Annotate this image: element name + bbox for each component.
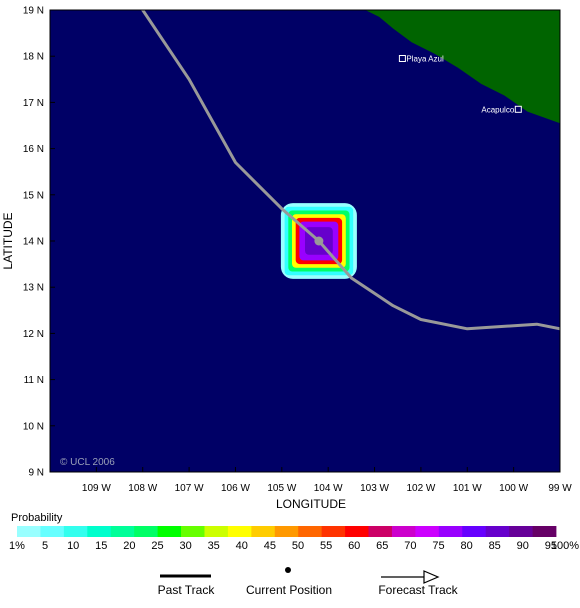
legend-tick-label: 5 — [42, 540, 48, 552]
legend-tick-label: 10 — [67, 540, 79, 552]
x-tick-label: 105 W — [267, 483, 296, 494]
legend-swatch — [345, 526, 369, 537]
legend-tick-label: 70 — [404, 540, 416, 552]
legend-swatch — [368, 526, 393, 537]
city-marker-icon — [514, 105, 522, 113]
y-tick-label: 15 N — [23, 190, 44, 201]
legend-swatch — [438, 526, 463, 537]
legend-tick-label: 40 — [236, 540, 248, 552]
legend-tick-label: 85 — [489, 540, 501, 552]
forecast-track-label: Forecast Track — [378, 583, 458, 597]
track-key: Past Track Current Position Forecast Tra… — [158, 567, 459, 597]
probability-tick-labels: 1% 5 10 15 20 25 30 35 40 45 50 55 60 65 70 75 80 85 90 951… — [9, 540, 579, 552]
city-label: Playa Azul — [406, 55, 444, 64]
y-tick-label: 11 N — [24, 375, 44, 386]
legend-swatch — [157, 526, 182, 537]
y-tick-label: 12 N — [23, 329, 44, 340]
legend-swatch — [532, 526, 557, 537]
x-tick-label: 102 W — [406, 483, 435, 494]
y-axis-title: LATITUDE — [1, 212, 15, 269]
y-tick-label: 16 N — [23, 144, 44, 155]
legend-swatch — [40, 526, 65, 537]
legend-swatch — [298, 526, 323, 537]
longitude-axis: 109 W 108 W 107 W 106 W 105 W 104 W 103 W 102 W… — [82, 467, 572, 494]
legend-tick-label: 30 — [179, 540, 191, 552]
legend-tick-label: 90 — [517, 540, 529, 552]
legend-swatch — [134, 526, 158, 537]
y-tick-label: 9 N — [28, 468, 44, 479]
current-position-label: Current Position — [246, 583, 332, 597]
y-tick-label: 14 N — [23, 237, 44, 248]
x-axis-title: LONGITUDE — [276, 497, 346, 511]
city-label: Acapulco — [481, 105, 514, 114]
legend-tick-label: 75 — [432, 540, 444, 552]
x-tick-label: 100 W — [499, 483, 528, 494]
past-track-label: Past Track — [158, 583, 216, 597]
legend-tick-label: 55 — [320, 540, 332, 552]
y-tick-label: 10 N — [23, 421, 44, 432]
legend-swatch — [181, 526, 205, 537]
y-tick-label: 19 N — [23, 6, 44, 17]
legend-tick-label: 80 — [460, 540, 472, 552]
map-plot-area: Playa Azul Acapulco © UCL 2006 — [50, 10, 560, 472]
legend-tick-label: 35 — [208, 540, 220, 552]
y-tick-label: 17 N — [23, 98, 44, 109]
legend-swatch — [415, 526, 440, 537]
legend-tick-label: 65 — [376, 540, 388, 552]
x-tick-label: 108 W — [128, 483, 157, 494]
legend-tick-label: 25 — [151, 540, 163, 552]
legend-swatch — [391, 526, 416, 537]
legend-tick-label: 45 — [264, 540, 276, 552]
x-tick-label: 109 W — [82, 483, 111, 494]
legend-tick-label: 95 — [545, 540, 557, 552]
legend-swatch — [509, 526, 533, 537]
x-tick-label: 107 W — [175, 483, 204, 494]
y-tick-label: 13 N — [23, 283, 44, 294]
x-tick-label: 103 W — [360, 483, 389, 494]
legend-tick-label: 20 — [123, 540, 135, 552]
legend-tick-label: 1% — [9, 540, 25, 552]
legend-swatch — [321, 526, 346, 537]
legend-title: Probability — [11, 512, 63, 524]
legend-swatch — [87, 526, 112, 537]
legend-swatch — [204, 526, 229, 537]
copyright-label: © UCL 2006 — [60, 457, 115, 468]
x-tick-label: 106 W — [221, 483, 250, 494]
city-marker-icon — [398, 55, 406, 62]
legend-swatch — [251, 526, 276, 537]
legend-swatch — [274, 526, 299, 537]
latitude-axis: 9 N 10 N 11 N 12 N 13 N 14 N 15 N 16 N 17 N 18 N 1… — [23, 6, 55, 479]
legend-tick-label: 50 — [292, 540, 304, 552]
x-tick-label: 99 W — [548, 483, 572, 494]
storm-track — [141, 10, 560, 331]
x-tick-label: 101 W — [453, 483, 482, 494]
x-tick-label: 104 W — [314, 483, 343, 494]
probability-color-bar — [17, 526, 557, 537]
legend-swatch — [462, 526, 487, 537]
y-tick-label: 18 N — [23, 52, 44, 63]
legend-tick-label: 100% — [551, 540, 579, 552]
legend-swatch — [227, 526, 252, 537]
legend-swatch — [110, 526, 135, 537]
city-markers: Playa Azul Acapulco — [398, 55, 522, 114]
land-area — [365, 10, 560, 124]
legend-tick-label: 15 — [95, 540, 107, 552]
legend-swatch — [63, 526, 88, 537]
current-position-marker — [314, 236, 324, 246]
forecast-arrow-icon — [423, 570, 440, 584]
current-position-symbol — [285, 567, 291, 573]
legend-swatch — [485, 526, 510, 537]
legend-tick-label: 60 — [348, 540, 360, 552]
legend-swatch — [17, 526, 41, 537]
